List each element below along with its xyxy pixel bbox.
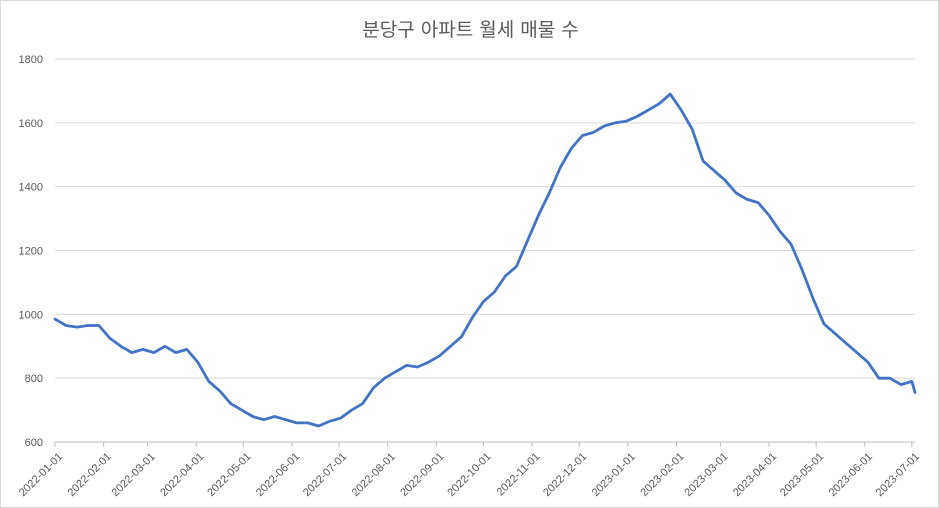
x-tick-label: 2022-04-01 — [158, 451, 206, 499]
x-tick-label: 2023-03-01 — [682, 451, 730, 499]
x-tick-label: 2022-01-01 — [17, 451, 65, 499]
x-tick-label: 2023-05-01 — [778, 451, 826, 499]
y-tick-label: 1800 — [19, 54, 43, 66]
x-tick-label: 2023-07-01 — [874, 451, 922, 499]
x-tick-label: 2022-02-01 — [66, 451, 114, 499]
x-tick-label: 2023-02-01 — [638, 451, 686, 499]
y-tick-label: 1000 — [19, 309, 43, 321]
x-tick-label: 2022-10-01 — [445, 451, 493, 499]
x-tick-label: 2022-09-01 — [398, 451, 446, 499]
x-tick-label: 2022-06-01 — [254, 451, 302, 499]
y-tick-label: 1200 — [19, 246, 43, 258]
y-tick-label: 600 — [25, 437, 43, 449]
x-tick-label: 2023-01-01 — [590, 451, 638, 499]
x-tick-label: 2022-12-01 — [541, 451, 589, 499]
y-tick-label: 1400 — [19, 182, 43, 194]
y-tick-label: 1600 — [19, 118, 43, 130]
series-line — [53, 92, 917, 428]
y-tick-label: 800 — [25, 373, 43, 385]
chart-title: 분당구 아파트 월세 매물 수 — [362, 19, 579, 41]
x-tick-label: 2023-06-01 — [827, 451, 875, 499]
x-tick-label: 2022-08-01 — [350, 451, 398, 499]
x-tick-label: 2022-11-01 — [495, 451, 543, 499]
x-tick-label: 2022-03-01 — [110, 451, 158, 499]
x-tick-label: 2023-04-01 — [731, 451, 779, 499]
x-tick-label: 2022-05-01 — [205, 451, 253, 499]
x-tick-label: 2022-07-01 — [301, 451, 349, 499]
